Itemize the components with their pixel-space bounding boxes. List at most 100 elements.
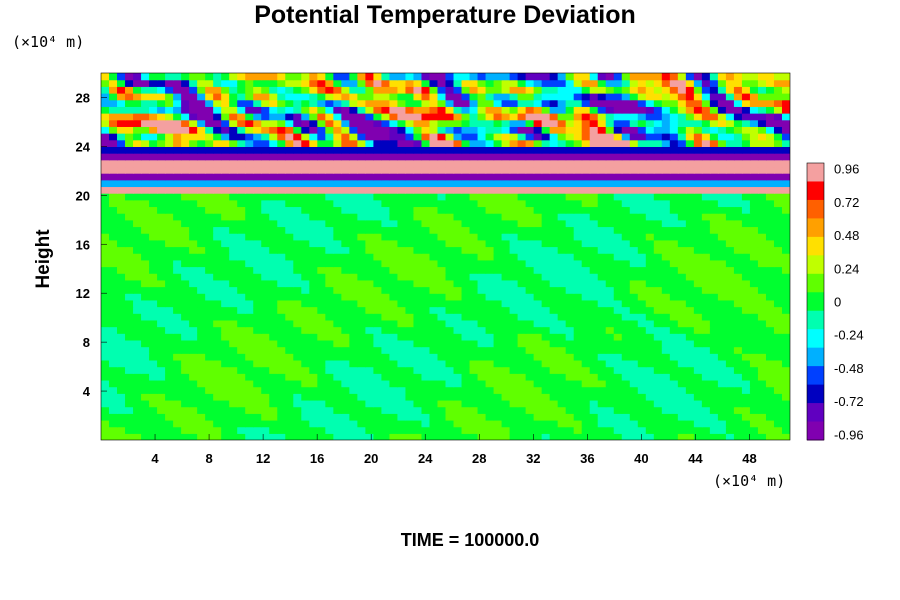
- heatmap-cell: [101, 219, 110, 228]
- heatmap-cell: [781, 93, 790, 101]
- heatmap-cell: [525, 159, 535, 168]
- heatmap-cell: [453, 233, 463, 241]
- heatmap-cell: [109, 413, 118, 421]
- heatmap-cell: [717, 119, 727, 127]
- heatmap-cell: [101, 319, 110, 328]
- heatmap-cell: [421, 293, 431, 301]
- heatmap-cell: [589, 179, 599, 188]
- heatmap-cell: [781, 166, 790, 174]
- heatmap-cell: [173, 186, 182, 194]
- heatmap-cell: [285, 193, 294, 201]
- heatmap-cell: [733, 419, 743, 428]
- heatmap-cell: [565, 313, 575, 321]
- heatmap-cell: [293, 339, 302, 348]
- heatmap-cell: [253, 179, 262, 188]
- heatmap-cell: [685, 286, 695, 294]
- heatmap-cell: [541, 186, 551, 194]
- heatmap-cell: [421, 386, 431, 394]
- heatmap-cell: [109, 279, 118, 288]
- x-tick-label: 36: [580, 451, 594, 466]
- heatmap-cell: [501, 306, 511, 314]
- heatmap-cell: [661, 126, 671, 134]
- heatmap-cell: [469, 353, 479, 361]
- heatmap-cell: [757, 259, 767, 268]
- heatmap-cell: [749, 139, 759, 147]
- plot-frame: [100, 72, 791, 441]
- heatmap-cell: [229, 399, 238, 408]
- heatmap-cell: [597, 399, 607, 408]
- heatmap-cell: [493, 199, 503, 208]
- heatmap-cell: [253, 346, 262, 354]
- heatmap-cell: [373, 413, 383, 421]
- heatmap-cell: [485, 353, 495, 361]
- heatmap-cell: [429, 186, 439, 194]
- heatmap-cell: [453, 213, 463, 221]
- heatmap-cell: [293, 86, 302, 94]
- heatmap-cell: [709, 199, 719, 208]
- heatmap-cell: [141, 106, 150, 114]
- heatmap-cell: [733, 333, 743, 341]
- heatmap-cell: [725, 233, 735, 241]
- heatmap-cell: [373, 293, 383, 301]
- heatmap-cell: [669, 339, 679, 348]
- heatmap-cell: [677, 153, 687, 161]
- heatmap-cell: [333, 333, 342, 341]
- heatmap-cell: [501, 433, 511, 440]
- heatmap-cell: [589, 393, 599, 401]
- heatmap-cell: [197, 213, 206, 221]
- heatmap-cell: [501, 226, 511, 234]
- heatmap-cell: [765, 126, 775, 134]
- heatmap-cell: [381, 226, 391, 234]
- heatmap-cell: [397, 153, 407, 161]
- heatmap-cell: [453, 259, 463, 268]
- heatmap-cell: [437, 206, 447, 214]
- heatmap-cell: [693, 239, 703, 248]
- heatmap-cell: [557, 433, 567, 440]
- heatmap-cell: [229, 366, 238, 374]
- heatmap-cell: [429, 146, 439, 154]
- heatmap-cell: [485, 119, 495, 127]
- heatmap-cell: [501, 373, 511, 381]
- heatmap-cell: [117, 339, 126, 348]
- heatmap-cell: [253, 379, 262, 388]
- heatmap-cell: [661, 426, 671, 434]
- heatmap-cell: [381, 153, 391, 161]
- heatmap-cell: [565, 106, 575, 114]
- heatmap-cell: [565, 86, 575, 94]
- heatmap-cell: [485, 393, 495, 401]
- heatmap-cell: [701, 126, 711, 134]
- x-unit-text: (×10⁴ m): [713, 472, 786, 490]
- heatmap-cell: [445, 319, 455, 328]
- heatmap-cell: [149, 106, 158, 114]
- heatmap-cell: [373, 319, 383, 328]
- heatmap-cell: [397, 266, 407, 274]
- heatmap-cell: [421, 133, 431, 141]
- heatmap-cell: [573, 299, 583, 308]
- heatmap-cell: [357, 79, 366, 87]
- heatmap-cell: [741, 239, 751, 248]
- heatmap-cell: [509, 206, 519, 214]
- heatmap-cell: [685, 133, 695, 141]
- heatmap-cell: [253, 226, 262, 234]
- heatmap-cell: [453, 399, 463, 408]
- heatmap-cell: [605, 106, 615, 114]
- heatmap-cell: [605, 73, 615, 81]
- heatmap-cell: [341, 419, 350, 428]
- heatmap-cell: [629, 386, 639, 394]
- heatmap-cell: [245, 353, 254, 361]
- heatmap-cell: [357, 133, 366, 141]
- heatmap-cell: [525, 146, 535, 154]
- heatmap-cell: [693, 146, 703, 154]
- heatmap-cell: [677, 199, 687, 208]
- heatmap-cell: [429, 86, 439, 94]
- heatmap-cell: [525, 266, 535, 274]
- heatmap-cell: [709, 393, 719, 401]
- heatmap-cell: [557, 379, 567, 388]
- heatmap-cell: [669, 333, 679, 341]
- heatmap-cell: [133, 413, 142, 421]
- heatmap-cell: [629, 426, 639, 434]
- heatmap-cell: [589, 339, 599, 348]
- heatmap-cell: [589, 259, 599, 268]
- heatmap-cell: [653, 293, 663, 301]
- heatmap-cell: [269, 86, 278, 94]
